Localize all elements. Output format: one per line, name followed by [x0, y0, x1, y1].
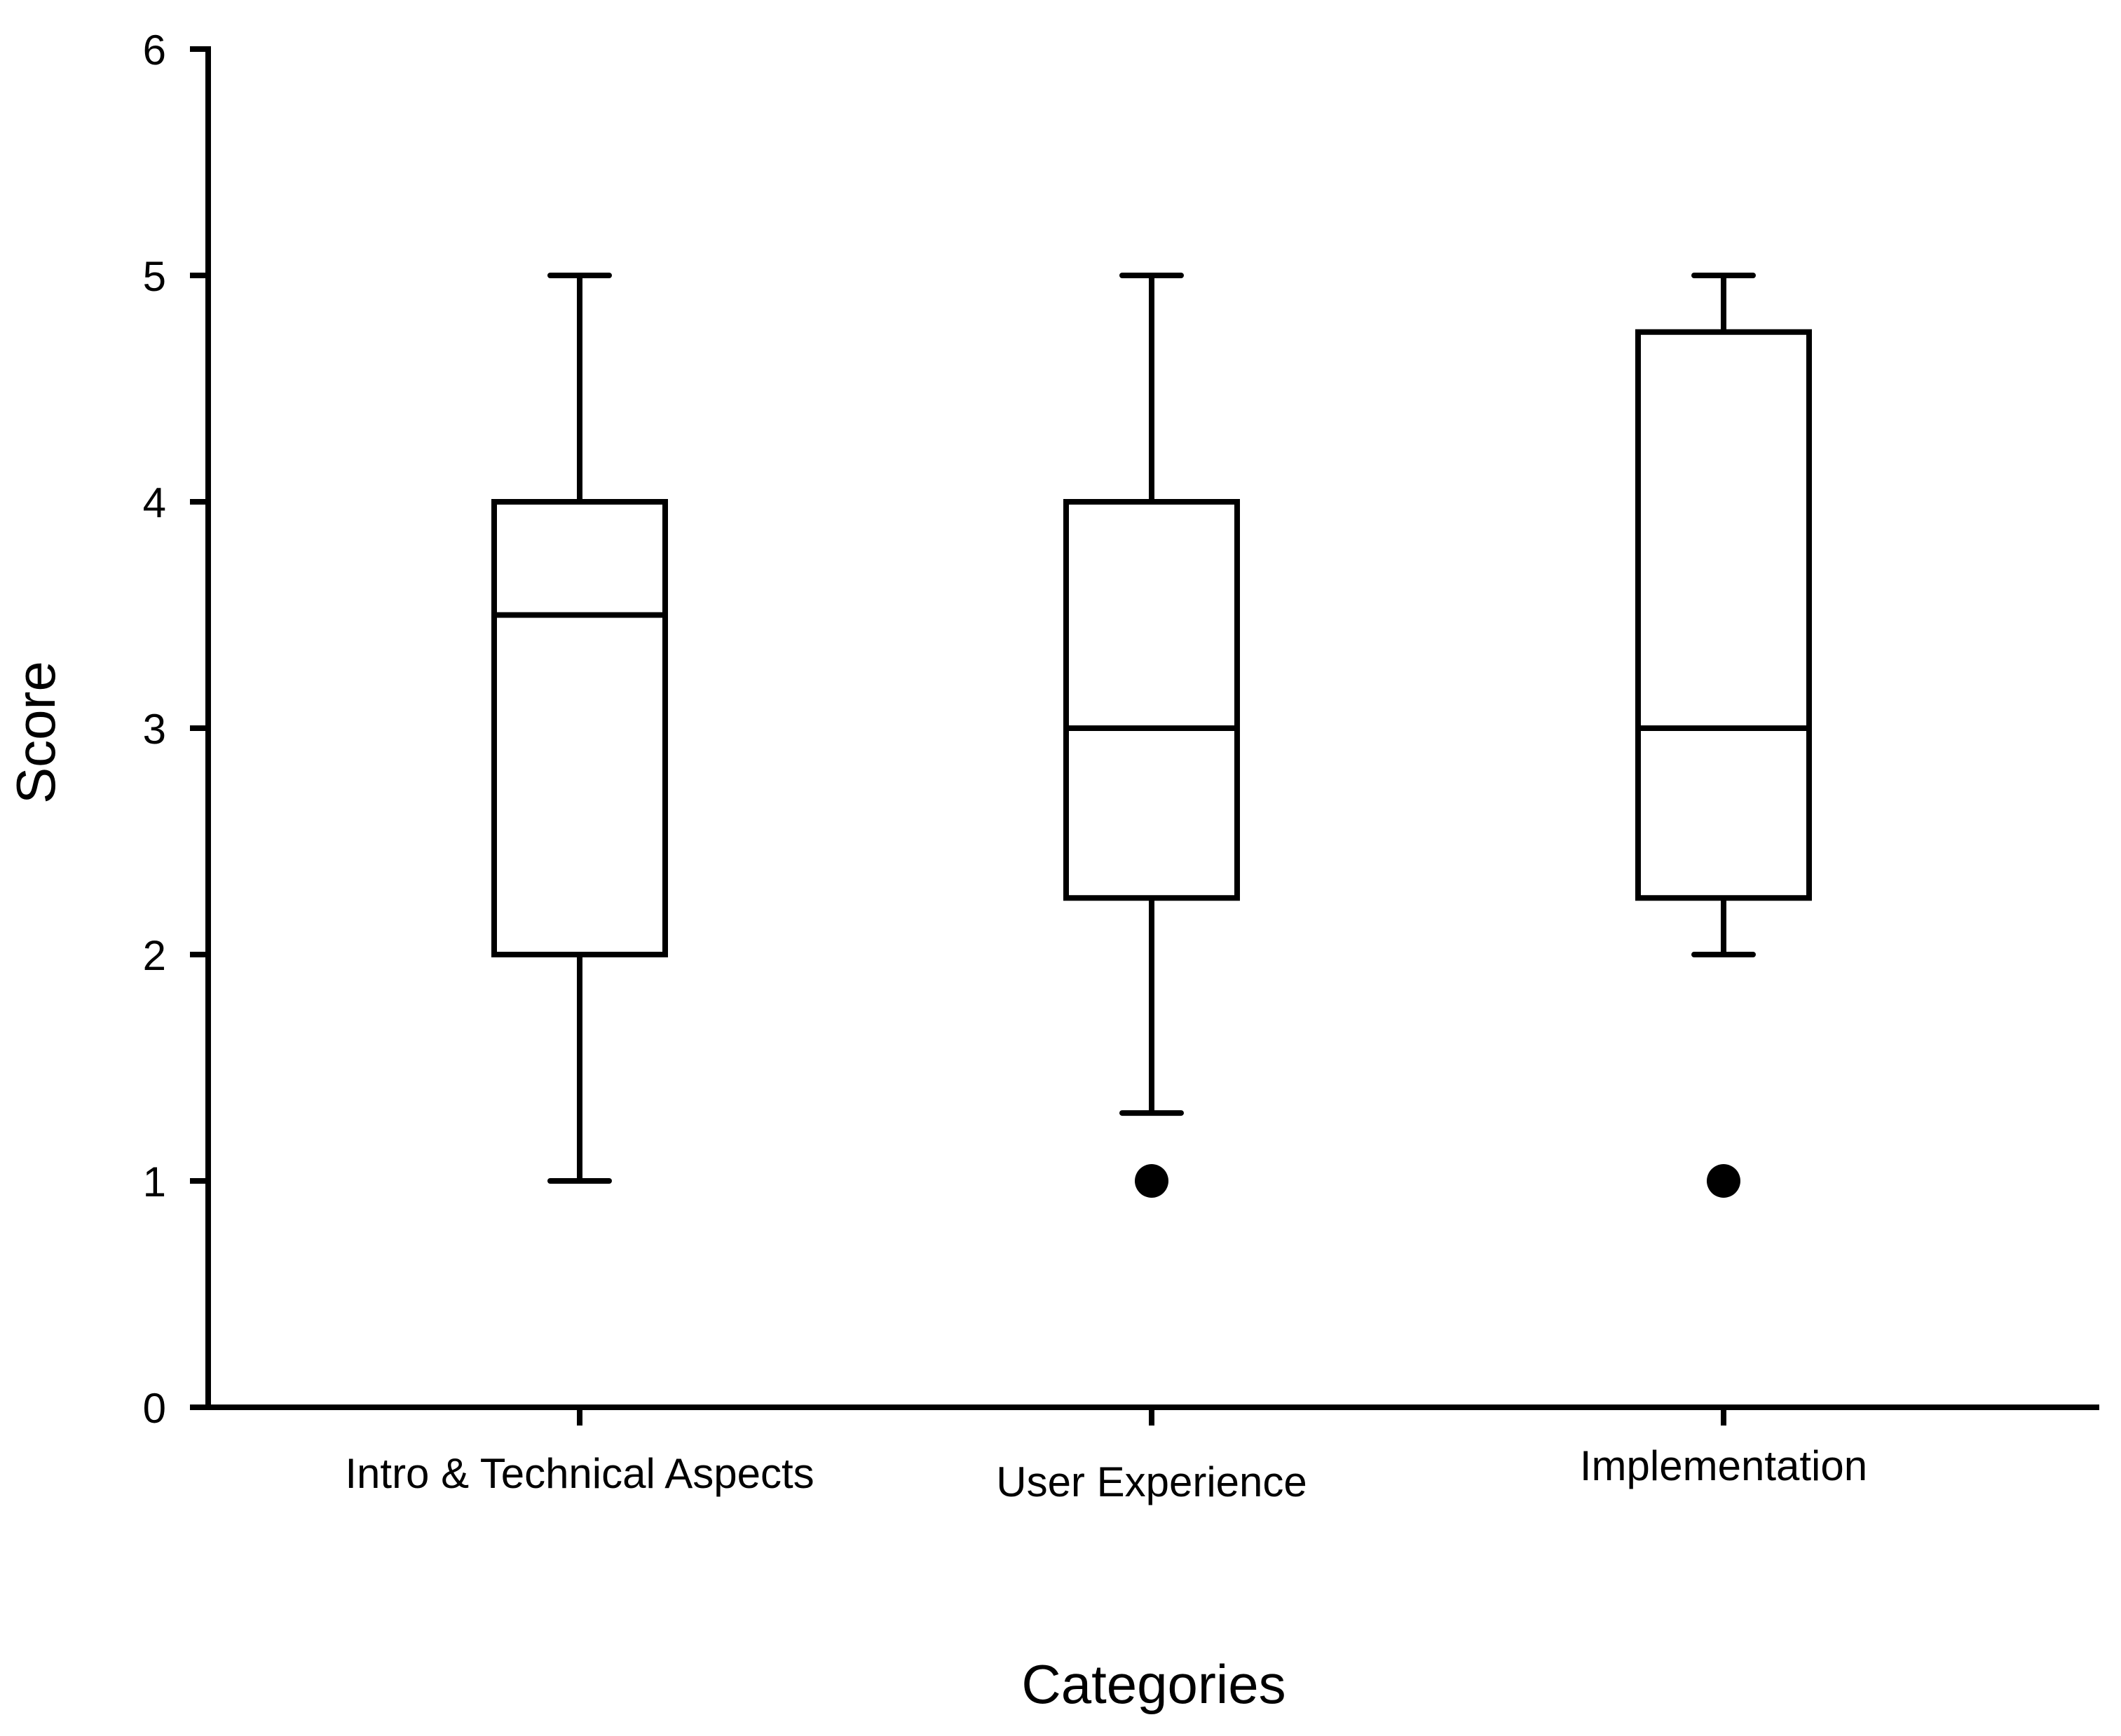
y-tick-label: 4: [143, 479, 166, 526]
outlier-point: [1707, 1164, 1740, 1198]
x-tick-label: Implementation: [1580, 1442, 1867, 1489]
y-tick-label: 3: [143, 706, 166, 753]
y-tick-label: 2: [143, 932, 166, 979]
box-group: [491, 273, 668, 1184]
box-group: [1635, 273, 1812, 1198]
x-tick-label: Intro & Technical Aspects: [345, 1450, 814, 1497]
y-tick-label: 5: [143, 253, 166, 300]
box-series: [491, 273, 1812, 1198]
x-tick-label: User Experience: [996, 1458, 1307, 1505]
box-group: [1063, 273, 1240, 1198]
x-axis-ticks: Intro & Technical Aspects User Experience…: [345, 1407, 1867, 1505]
y-axis-title: Score: [5, 661, 67, 804]
outlier-point: [1135, 1164, 1168, 1198]
x-axis-title: Categories: [1021, 1653, 1285, 1715]
y-axis-ticks: 0 1 2 3 4 5 6: [143, 27, 208, 1432]
y-tick-label: 0: [143, 1385, 166, 1432]
iqr-box: [491, 499, 668, 957]
y-tick-label: 1: [143, 1159, 166, 1205]
iqr-box: [1063, 499, 1240, 901]
y-tick-label: 6: [143, 27, 166, 74]
iqr-box: [1635, 329, 1812, 901]
